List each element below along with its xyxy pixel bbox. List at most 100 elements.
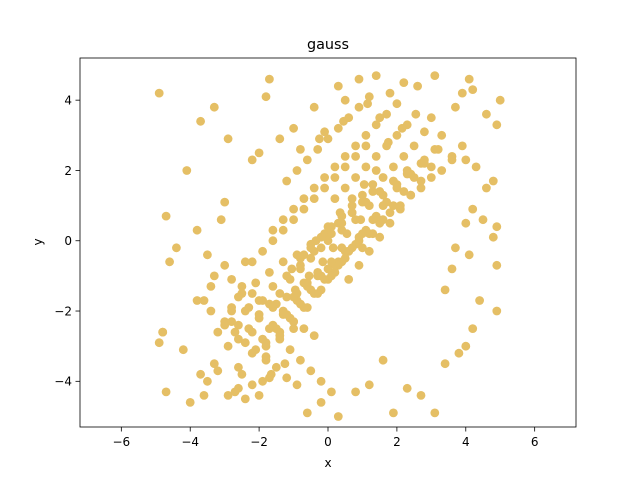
- data-point: [234, 292, 243, 302]
- data-point: [358, 243, 367, 253]
- data-point: [399, 78, 409, 87]
- data-point: [451, 243, 460, 253]
- data-point: [389, 162, 398, 172]
- x-tick-label: 6: [531, 435, 539, 449]
- x-axis-ticks: −6 −4 −2 0 2 4 6: [112, 427, 538, 449]
- data-point: [306, 243, 316, 253]
- data-point: [409, 141, 419, 151]
- data-point: [361, 130, 371, 140]
- data-point: [318, 257, 328, 267]
- data-point: [457, 141, 467, 151]
- data-point: [213, 327, 223, 337]
- plot-frame: [79, 57, 577, 428]
- data-point: [268, 225, 278, 235]
- data-point: [268, 282, 278, 291]
- data-point: [296, 355, 305, 365]
- data-point: [378, 215, 388, 225]
- data-point: [389, 201, 398, 211]
- data-point: [464, 250, 474, 260]
- data-point: [292, 166, 302, 175]
- data-point: [203, 376, 212, 386]
- data-point: [306, 366, 316, 376]
- data-point: [309, 331, 319, 340]
- x-tick-label: −4: [181, 435, 199, 449]
- data-point: [492, 120, 502, 130]
- data-point: [323, 222, 333, 232]
- data-point: [289, 324, 298, 333]
- data-point: [495, 95, 505, 105]
- data-point: [287, 264, 297, 274]
- data-point: [402, 169, 412, 179]
- y-tick-label: 0: [64, 234, 72, 248]
- data-point: [488, 232, 498, 242]
- data-point: [371, 71, 381, 80]
- data-point: [234, 320, 243, 330]
- data-point: [306, 253, 316, 263]
- y-tick-label: 2: [64, 164, 72, 178]
- data-point: [364, 380, 374, 390]
- data-point: [457, 88, 467, 98]
- data-point: [351, 387, 360, 397]
- y-axis-label: y: [31, 238, 45, 245]
- x-tick-label: −2: [250, 435, 268, 449]
- data-point: [344, 275, 354, 284]
- data-point: [299, 324, 309, 333]
- data-point: [420, 127, 429, 137]
- data-point: [359, 180, 369, 189]
- data-point: [328, 243, 338, 253]
- data-point: [278, 257, 288, 267]
- data-point: [268, 236, 278, 246]
- data-point: [154, 88, 164, 98]
- data-point: [302, 408, 312, 418]
- data-point: [237, 369, 247, 379]
- chart-title: gauss: [307, 37, 349, 53]
- data-point: [364, 201, 374, 211]
- data-point: [285, 345, 295, 355]
- data-point: [258, 334, 267, 344]
- data-point: [447, 155, 457, 165]
- data-point: [285, 275, 295, 284]
- data-point: [354, 74, 364, 84]
- data-point: [292, 380, 302, 390]
- data-point: [206, 306, 216, 316]
- data-point: [413, 81, 422, 91]
- data-point: [258, 376, 267, 386]
- data-point: [299, 250, 309, 260]
- data-point: [416, 176, 426, 186]
- data-point: [330, 162, 340, 172]
- data-point: [397, 123, 407, 133]
- data-point: [461, 155, 471, 165]
- data-point: [375, 232, 385, 242]
- x-tick-label: 0: [324, 435, 332, 449]
- data-point: [247, 155, 257, 165]
- data-point: [247, 257, 257, 267]
- data-point: [220, 260, 230, 270]
- y-tick-label: −2: [54, 304, 72, 318]
- data-point: [323, 264, 333, 274]
- data-point: [378, 173, 388, 182]
- data-point: [247, 289, 257, 298]
- data-point: [299, 204, 309, 214]
- data-point: [289, 123, 298, 133]
- data-point: [354, 260, 364, 270]
- data-point: [337, 243, 347, 253]
- data-point: [451, 102, 460, 112]
- data-point: [165, 257, 175, 267]
- data-point: [420, 159, 429, 168]
- data-point: [488, 176, 498, 186]
- data-point: [199, 391, 209, 400]
- data-point: [454, 348, 464, 358]
- x-tick-label: −6: [112, 435, 130, 449]
- data-point: [320, 183, 329, 193]
- data-point: [368, 229, 378, 239]
- data-point: [299, 194, 309, 204]
- data-point: [296, 264, 305, 274]
- data-point: [290, 285, 300, 295]
- data-point: [203, 250, 212, 260]
- data-point: [402, 383, 412, 393]
- data-point: [234, 334, 243, 344]
- data-point: [430, 408, 440, 418]
- data-point: [364, 92, 374, 102]
- data-point: [323, 236, 333, 246]
